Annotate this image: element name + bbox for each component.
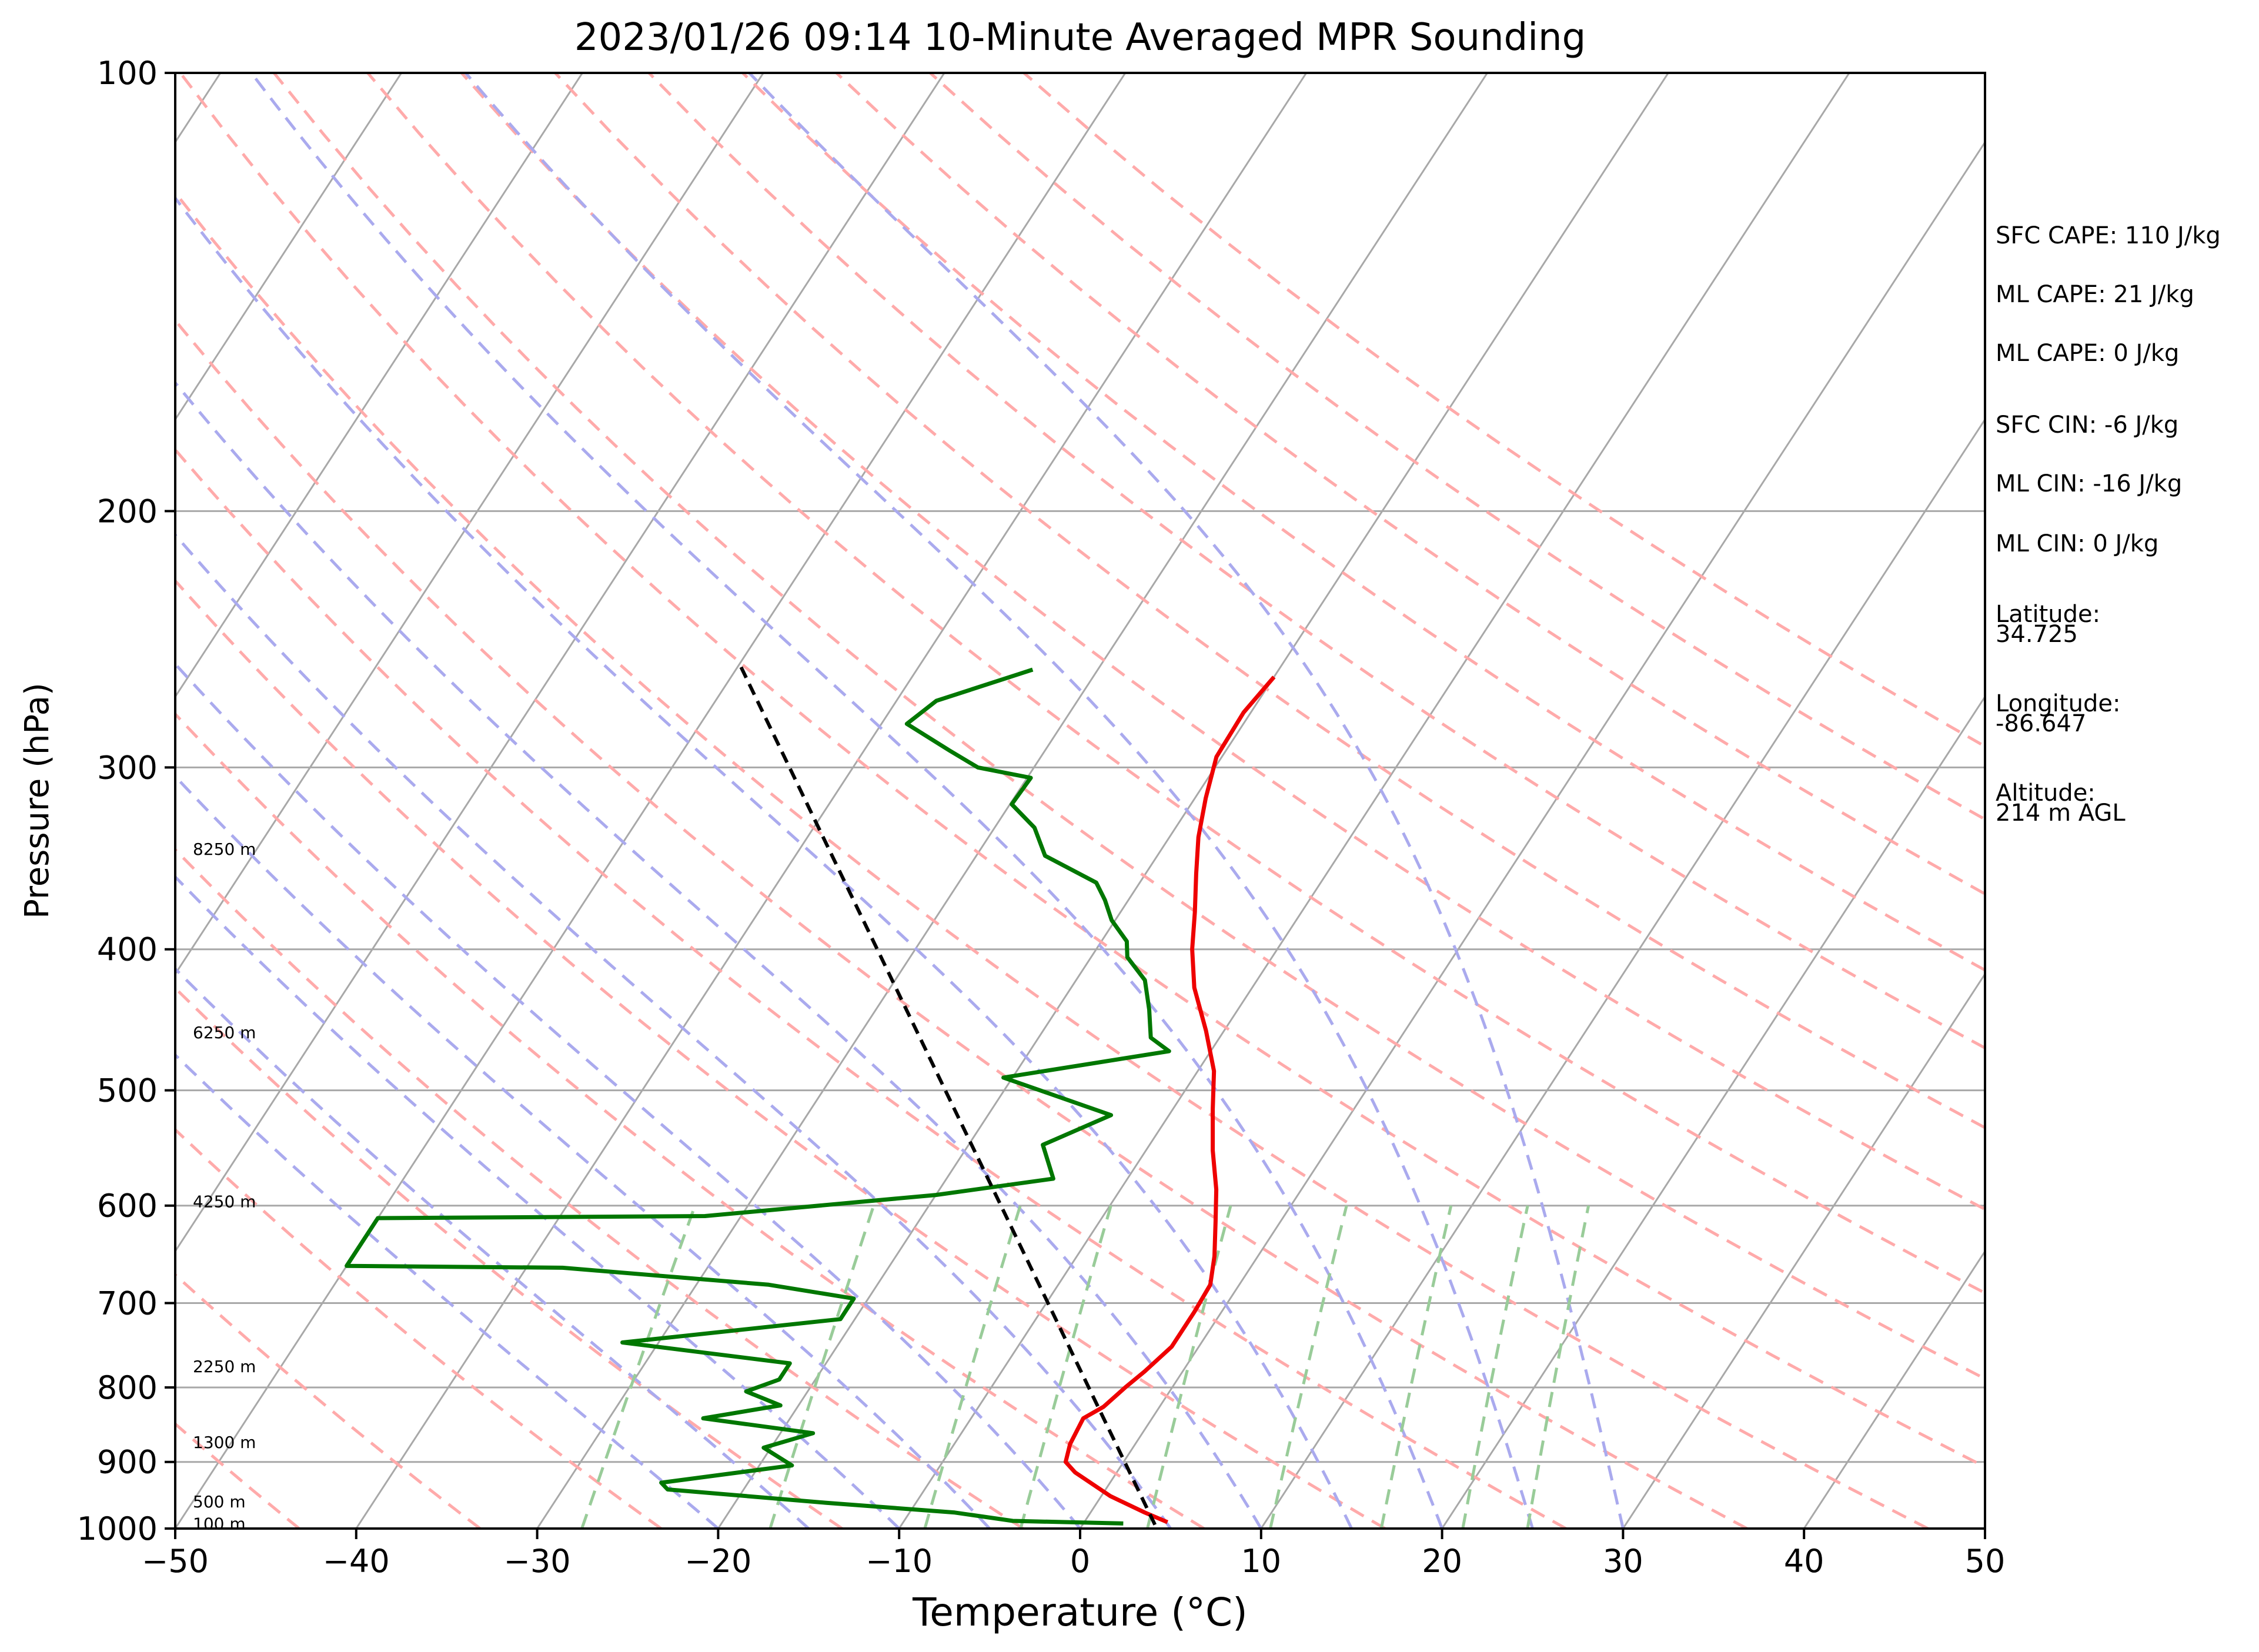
temperature-profile [1063, 675, 1276, 1524]
x-tick-label: −30 [504, 1543, 571, 1580]
dewpoint-profile [345, 667, 1171, 1526]
height-label: 100 m [193, 1514, 246, 1534]
parameter-text: Longitude: [1996, 690, 2120, 717]
dry-adiabat [929, 73, 1985, 821]
height-label: 6250 m [193, 1023, 256, 1042]
height-label: 500 m [193, 1492, 246, 1511]
x-tick-label: −20 [684, 1543, 751, 1580]
y-tick-label: 600 [97, 1188, 158, 1225]
parameter-text: SFC CIN: -6 J/kg [1996, 412, 2178, 439]
isotherm-line [1803, 1249, 1985, 1529]
moist-adiabats [175, 73, 1625, 1529]
parameter-text: ML CIN: 0 J/kg [1996, 530, 2158, 557]
dry-adiabat [175, 1128, 662, 1529]
isotherm-line [1079, 141, 1985, 1529]
x-tick-label: −40 [323, 1543, 390, 1580]
y-tick-label: 900 [97, 1444, 158, 1481]
mixing-ratio-line [580, 1205, 697, 1529]
parameter-text: ML CAPE: 21 J/kg [1996, 281, 2194, 308]
moist-adiabat [175, 380, 1262, 1529]
moist-adiabat [748, 73, 1625, 1529]
moist-adiabat [175, 874, 900, 1529]
parameter-text: SFC CAPE: 110 J/kg [1996, 222, 2221, 249]
x-tick-label: 40 [1784, 1543, 1824, 1580]
parameter-text: ML CAPE: 0 J/kg [1996, 340, 2179, 367]
dry-adiabat [179, 73, 1985, 1469]
isotherm-line [355, 73, 1308, 1529]
height-label: 8250 m [193, 840, 256, 859]
x-tick-label: 10 [1241, 1543, 1281, 1580]
dry-adiabat [175, 447, 1567, 1529]
x-axis-label: Temperature (°C) [912, 1590, 1248, 1635]
y-tick-label: 200 [97, 493, 158, 530]
parameter-text: Latitude: [1996, 601, 2100, 628]
dry-adiabat [273, 73, 1985, 1381]
moist-adiabat [175, 661, 1081, 1529]
dry-adiabat [175, 317, 1748, 1529]
x-tick-label: 30 [1603, 1543, 1643, 1580]
moist-adiabat [250, 73, 1443, 1529]
isobar-gridlines [175, 510, 1985, 1463]
dry-adiabat [835, 73, 1985, 896]
mixing-ratio-line [1461, 1205, 1529, 1529]
sounding-profiles [345, 666, 1276, 1526]
y-tick-label: 1000 [77, 1510, 158, 1547]
dry-adiabat [366, 73, 1985, 1295]
height-labels: 8250 m 6250 m 4250 m 2250 m 1300 m 500 m 100 m [193, 840, 256, 1533]
chart-title: 2023/01/26 09:14 10-Minute Averaged MPR … [574, 16, 1586, 59]
mixing-ratio-lines [580, 1205, 1590, 1529]
y-axis-label: Pressure (hPa) [18, 683, 56, 919]
moist-adiabat [175, 967, 810, 1529]
parameter-text: -86.647 [1996, 710, 2086, 737]
parameter-text: ML CIN: -16 J/kg [1996, 470, 2182, 497]
parameter-text: 34.725 [1996, 621, 2078, 648]
parcel-profile [739, 666, 1157, 1526]
dry-adiabat [1022, 73, 1985, 748]
dry-adiabat [460, 73, 1985, 1211]
isotherm-line [175, 73, 945, 1253]
dry-adiabat [175, 711, 1205, 1529]
dry-adiabat [175, 986, 843, 1529]
dry-adiabat [175, 1422, 300, 1529]
dry-adiabat [175, 847, 1024, 1529]
isotherm-line [898, 73, 1850, 1529]
isotherm-line [175, 73, 403, 422]
moist-adiabat [465, 73, 1534, 1529]
mixing-ratio-line [1379, 1205, 1453, 1529]
isotherm-line [717, 73, 1669, 1529]
y-tick-label: 800 [97, 1369, 158, 1406]
y-tick-label: 700 [97, 1285, 158, 1322]
parameter-text: 214 m AGL [1996, 800, 2126, 827]
moist-adiabat [175, 533, 1172, 1529]
x-tick-label: −50 [142, 1543, 209, 1580]
sounding-parameters: SFC CAPE: 110 J/kg ML CAPE: 21 J/kg ML CAP… [1996, 222, 2221, 827]
isotherm-line [175, 73, 764, 976]
mixing-ratio-line [1526, 1205, 1590, 1529]
isotherm-line [1622, 972, 1985, 1529]
dry-adiabat [175, 578, 1386, 1529]
x-axis-ticks: −50 −40 −30 −20 −10 0 10 20 30 40 50 [142, 1529, 2005, 1580]
height-label: 2250 m [193, 1357, 256, 1376]
isotherm-line [1260, 417, 1985, 1529]
parameter-text: Altitude: [1996, 780, 2096, 807]
y-tick-label: 500 [97, 1072, 158, 1109]
x-tick-label: −10 [865, 1543, 933, 1580]
height-label: 1300 m [193, 1433, 256, 1452]
moist-adiabat [175, 1052, 720, 1529]
x-tick-label: 0 [1070, 1543, 1090, 1580]
x-tick-label: 20 [1422, 1543, 1462, 1580]
moist-adiabat [175, 195, 1353, 1529]
dry-adiabat [175, 190, 1929, 1529]
dry-adiabats [175, 73, 1985, 1529]
isotherm-line [175, 73, 583, 698]
y-tick-label: 400 [97, 931, 158, 968]
height-label: 4250 m [193, 1192, 256, 1211]
y-axis-ticks: 1000 900 800 700 600 500 400 300 200 100 [77, 55, 175, 1547]
x-tick-label: 50 [1965, 1543, 2006, 1580]
y-tick-label: 100 [97, 55, 158, 92]
isotherm-line [1441, 695, 1985, 1529]
y-tick-label: 300 [97, 749, 158, 786]
